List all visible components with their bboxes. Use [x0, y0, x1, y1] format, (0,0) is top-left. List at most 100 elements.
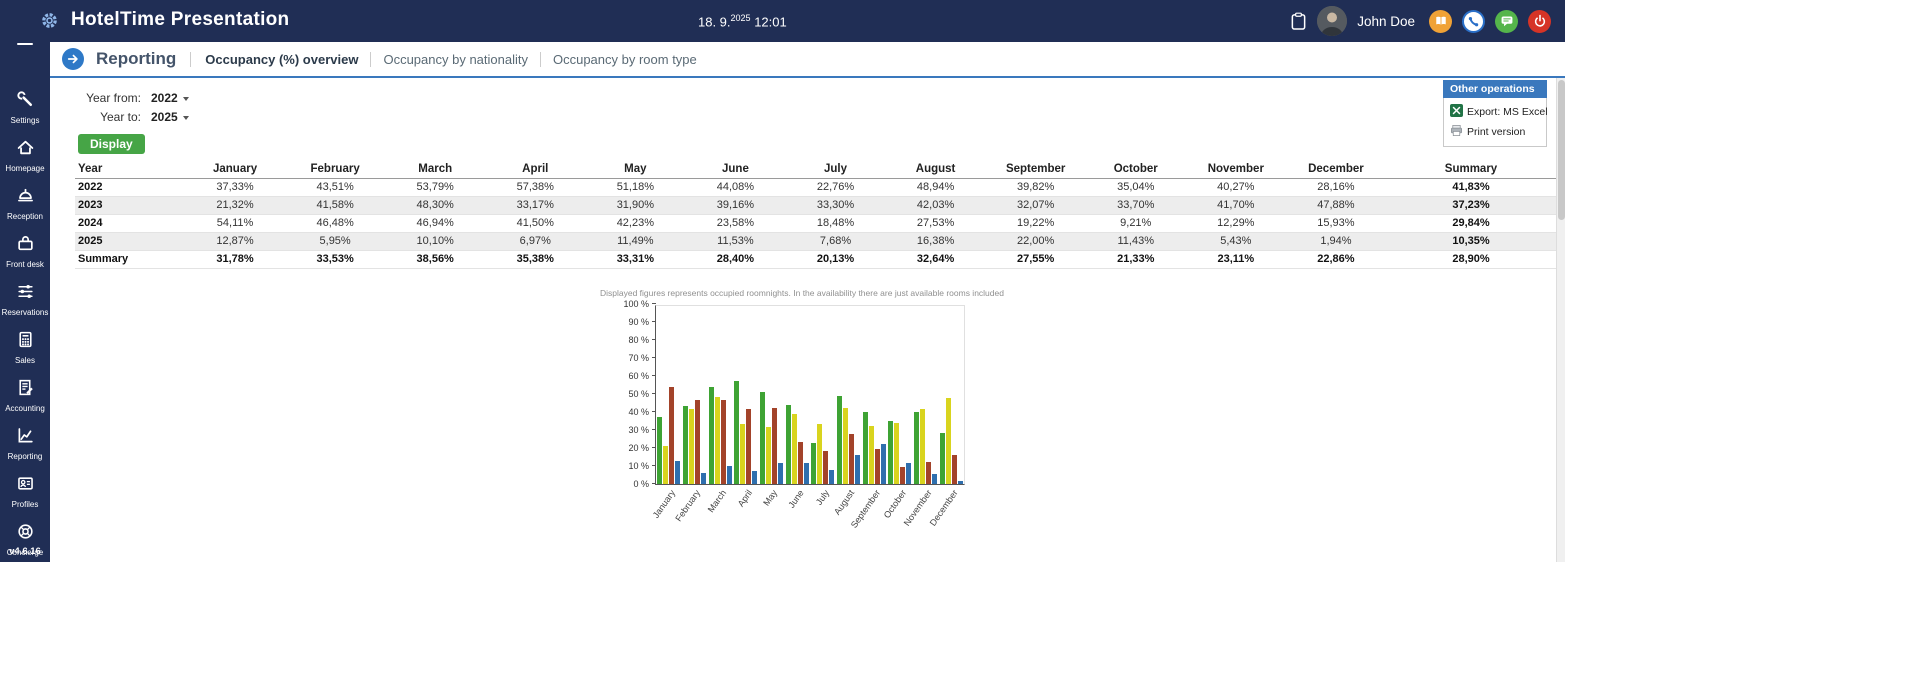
column-header-year: Year [75, 160, 185, 179]
x-axis-label: February [673, 488, 703, 524]
sidebar-item-settings[interactable]: Settings [0, 90, 50, 125]
version-label: v4.6.16 [9, 546, 41, 557]
table-cell: 12,29% [1185, 214, 1286, 233]
bar-2022-july [811, 443, 817, 484]
sidebar-item-reporting[interactable]: Reporting [0, 426, 50, 461]
bar-2025-november [931, 474, 937, 484]
bar-2022-march [708, 387, 714, 484]
table-cell: 41,70% [1185, 196, 1286, 215]
bar-2023-january [663, 445, 669, 484]
x-axis-label: March [705, 488, 729, 515]
bar-2024-october [900, 467, 906, 484]
y-axis-label: 20 % [628, 443, 649, 453]
bar-2023-march [714, 397, 720, 484]
forward-arrow-button[interactable] [62, 48, 84, 70]
sidebar-item-sales[interactable]: Sales [0, 330, 50, 365]
desk-icon [16, 234, 35, 258]
gear-icon[interactable] [40, 11, 59, 35]
y-axis-label: 80 % [628, 335, 649, 345]
table-cell: 11,43% [1085, 232, 1186, 251]
sidebar-item-reception[interactable]: Reception [0, 186, 50, 221]
x-axis-label: October [881, 488, 908, 520]
table-cell: 31,90% [585, 196, 686, 215]
column-header-march: March [385, 160, 486, 179]
table-cell: 23,58% [685, 214, 786, 233]
bar-2022-may [759, 391, 765, 484]
table-cell: 21,33% [1085, 249, 1186, 269]
export-excel-button[interactable]: Export: MS Excel [1450, 102, 1548, 122]
table-cell: 32,64% [885, 249, 986, 269]
display-button[interactable]: Display [78, 134, 145, 154]
sidebar-item-label: Profiles [11, 500, 39, 509]
table-cell: 40,27% [1185, 178, 1286, 197]
table-cell: 41,50% [485, 214, 586, 233]
y-axis-tick [652, 465, 656, 466]
tab-occupancy-by-room-type[interactable]: Occupancy by room type [552, 51, 697, 67]
table-cell: Summary [75, 249, 185, 269]
sidebar-item-homepage[interactable]: Homepage [0, 138, 50, 173]
sidebar-item-reservations[interactable]: Reservations [0, 282, 50, 317]
table-cell: 41,83% [1386, 178, 1556, 197]
column-header-summary: Summary [1386, 160, 1556, 179]
y-axis-label: 100 % [623, 299, 649, 309]
column-header-april: April [485, 160, 586, 179]
chat-button[interactable] [1495, 9, 1518, 33]
bar-2025-september [880, 444, 886, 484]
table-cell: 22,76% [785, 178, 886, 197]
sidebar-item-label: Front desk [6, 260, 44, 269]
year-from-select[interactable]: 2022 [149, 90, 191, 106]
bar-2022-september [862, 412, 868, 484]
sidebar-item-accounting[interactable]: Accounting [0, 378, 50, 413]
bar-2022-june [785, 404, 791, 484]
bar-group-june: June [785, 404, 809, 510]
table-cell: 42,03% [885, 196, 986, 215]
tab-separator [539, 51, 541, 67]
chart-note: Displayed figures represents occupied ro… [600, 288, 1004, 298]
table-cell: 7,68% [785, 232, 886, 251]
table-cell: 16,38% [885, 232, 986, 251]
bar-group-october: October [881, 420, 912, 520]
avatar[interactable] [1317, 6, 1348, 36]
x-axis-label: July [813, 488, 831, 507]
bar-group-december: December [927, 397, 963, 528]
x-axis-label: August [832, 488, 857, 517]
page-title: Reporting [96, 49, 177, 68]
scrollbar-thumb[interactable] [1558, 80, 1565, 220]
y-axis-label: 40 % [628, 407, 649, 417]
table-summary-row: Summary 31,78% 33,53% 38,56% 35,38% 33,31% 28,… [75, 249, 1556, 269]
print-version-button[interactable]: Print version [1450, 122, 1540, 142]
y-axis-tick [652, 321, 656, 322]
bar-2025-january [675, 460, 681, 484]
logout-button[interactable] [1528, 9, 1551, 33]
table-cell: 11,53% [685, 232, 786, 251]
bar-2023-july [817, 424, 823, 484]
tab-occupancy-by-nationality[interactable]: Occupancy by nationality [383, 51, 528, 67]
phonebook-button[interactable] [1429, 9, 1452, 33]
scrollbar[interactable] [1556, 78, 1565, 562]
y-axis-label: 30 % [628, 425, 649, 435]
page-nav: Reporting Occupancy (%) overview Occupan… [50, 42, 1565, 78]
phone-button[interactable] [1462, 9, 1485, 33]
table-cell: 33,70% [1085, 196, 1186, 215]
bar-group-august: August [832, 395, 860, 517]
sidebar-item-concierge[interactable]: Concierge [0, 522, 50, 557]
table-cell: 39,16% [685, 196, 786, 215]
y-axis-tick [652, 375, 656, 376]
sidebar-item-profiles[interactable]: Profiles [0, 474, 50, 509]
tab-bar: Occupancy (%) overview Occupancy by nati… [190, 51, 697, 67]
year-to-select[interactable]: 2025 [149, 109, 191, 125]
table-cell: 33,53% [285, 249, 386, 269]
y-axis-label: 60 % [628, 371, 649, 381]
table-cell: 27,53% [885, 214, 986, 233]
sidebar-item-label: Concierge [6, 548, 44, 557]
table-cell: 18,48% [785, 214, 886, 233]
y-axis-label: 0 % [633, 479, 649, 489]
printer-icon [1450, 124, 1463, 140]
main-content: Year from: 2022 Year to: 2025 Display Ot… [50, 78, 1556, 562]
sidebar-item-front-desk[interactable]: Front desk [0, 234, 50, 269]
tab-occupancy-overview[interactable]: Occupancy (%) overview [205, 51, 359, 67]
bar-2023-september [868, 426, 874, 484]
kiosk-icon[interactable] [1290, 12, 1307, 31]
x-axis-label: April [735, 488, 754, 509]
column-header-october: October [1085, 160, 1186, 179]
